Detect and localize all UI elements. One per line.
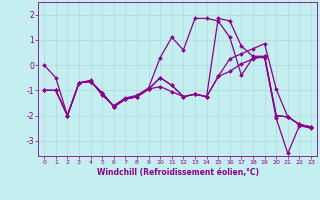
X-axis label: Windchill (Refroidissement éolien,°C): Windchill (Refroidissement éolien,°C): [97, 168, 259, 177]
